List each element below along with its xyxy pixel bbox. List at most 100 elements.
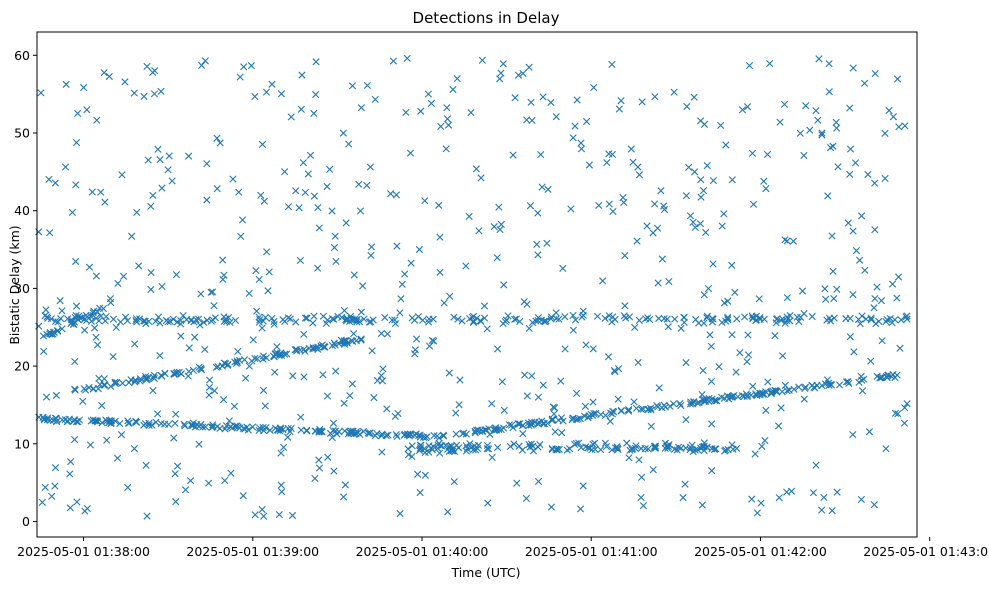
detection-point	[284, 203, 293, 211]
detection-point	[651, 200, 659, 208]
detection-point	[444, 121, 453, 129]
detection-point	[731, 288, 739, 296]
detection-point	[46, 229, 54, 237]
detection-point	[88, 188, 96, 196]
detection-point	[641, 444, 649, 453]
detection-point	[184, 372, 192, 380]
detection-point	[623, 439, 631, 447]
detection-point	[867, 314, 875, 322]
detection-point	[647, 404, 655, 412]
detection-point	[881, 129, 889, 137]
detection-point	[309, 319, 317, 327]
detection-point	[500, 406, 508, 414]
detection-point	[749, 315, 757, 323]
detection-point	[851, 159, 860, 167]
detection-point	[861, 79, 869, 87]
detection-point	[264, 287, 272, 295]
detection-point	[761, 436, 769, 445]
detection-point	[494, 345, 502, 353]
detection-point	[687, 398, 695, 406]
detection-point	[783, 387, 791, 395]
detection-point	[89, 416, 97, 424]
detection-point	[119, 272, 128, 280]
detection-point	[297, 105, 305, 113]
detection-point	[635, 456, 643, 464]
detection-point	[93, 116, 101, 124]
detection-point	[130, 445, 138, 453]
detection-point	[383, 405, 391, 413]
detection-point	[113, 454, 122, 462]
detection-point	[462, 447, 471, 455]
detection-point	[484, 445, 493, 453]
detection-point	[91, 324, 99, 332]
x-tick-label: 2025-05-01 01:38:00	[17, 544, 150, 559]
detection-point	[363, 181, 371, 190]
detection-point	[74, 315, 82, 324]
detection-point	[342, 219, 350, 227]
x-tick-label: 2025-05-01 01:39:00	[186, 544, 319, 559]
x-tick-label: 2025-05-01 01:40:00	[356, 544, 489, 559]
detection-point	[833, 285, 841, 293]
detection-point	[634, 163, 642, 171]
detection-point	[346, 391, 354, 400]
detection-point	[135, 262, 143, 270]
detection-point	[50, 328, 58, 336]
detection-point	[396, 309, 404, 317]
detection-point	[511, 94, 519, 102]
detection-point	[617, 407, 625, 415]
detection-point	[846, 104, 854, 112]
detection-point	[717, 121, 725, 129]
detection-point	[268, 80, 276, 88]
detection-point	[111, 417, 119, 425]
detection-point	[747, 391, 755, 399]
detection-point	[552, 309, 560, 317]
detection-point	[220, 317, 228, 325]
detection-point	[508, 421, 516, 429]
detection-point	[131, 340, 139, 348]
detection-point	[181, 486, 190, 494]
detection-point	[152, 418, 160, 426]
detection-point	[261, 402, 269, 410]
detection-point	[43, 313, 51, 321]
detection-point	[97, 188, 105, 196]
detection-point	[140, 92, 148, 101]
detection-point	[902, 313, 910, 321]
detection-point	[514, 420, 522, 428]
detection-point	[609, 407, 617, 415]
detection-point	[230, 402, 239, 410]
detection-point	[567, 205, 575, 213]
detection-point	[766, 59, 774, 68]
detection-point	[610, 366, 618, 375]
detection-point	[706, 331, 714, 339]
detection-point	[538, 183, 546, 191]
detection-point	[783, 237, 791, 245]
detection-point	[92, 272, 100, 280]
detection-point	[835, 381, 844, 389]
detection-point	[582, 117, 591, 126]
detection-point	[147, 202, 155, 210]
detection-point	[297, 413, 305, 421]
detection-point	[528, 318, 537, 327]
detection-point	[802, 102, 810, 110]
detection-point	[661, 444, 669, 452]
detection-point	[589, 440, 597, 448]
detection-point	[378, 377, 387, 385]
detection-point	[643, 222, 651, 230]
detection-point	[806, 126, 814, 134]
detection-point	[452, 430, 460, 438]
detection-point	[608, 446, 616, 454]
detection-point	[62, 80, 70, 88]
detection-point	[106, 295, 114, 303]
detection-point	[351, 315, 359, 323]
detection-point	[384, 431, 392, 439]
detection-point	[61, 163, 70, 171]
detection-point	[425, 448, 433, 456]
detection-point	[100, 381, 108, 389]
detection-point	[365, 430, 374, 438]
detection-point	[882, 318, 890, 326]
detection-point	[284, 433, 292, 441]
detection-point	[639, 502, 648, 510]
detection-point	[52, 414, 60, 422]
detection-point	[238, 216, 247, 224]
detection-point	[427, 99, 435, 107]
